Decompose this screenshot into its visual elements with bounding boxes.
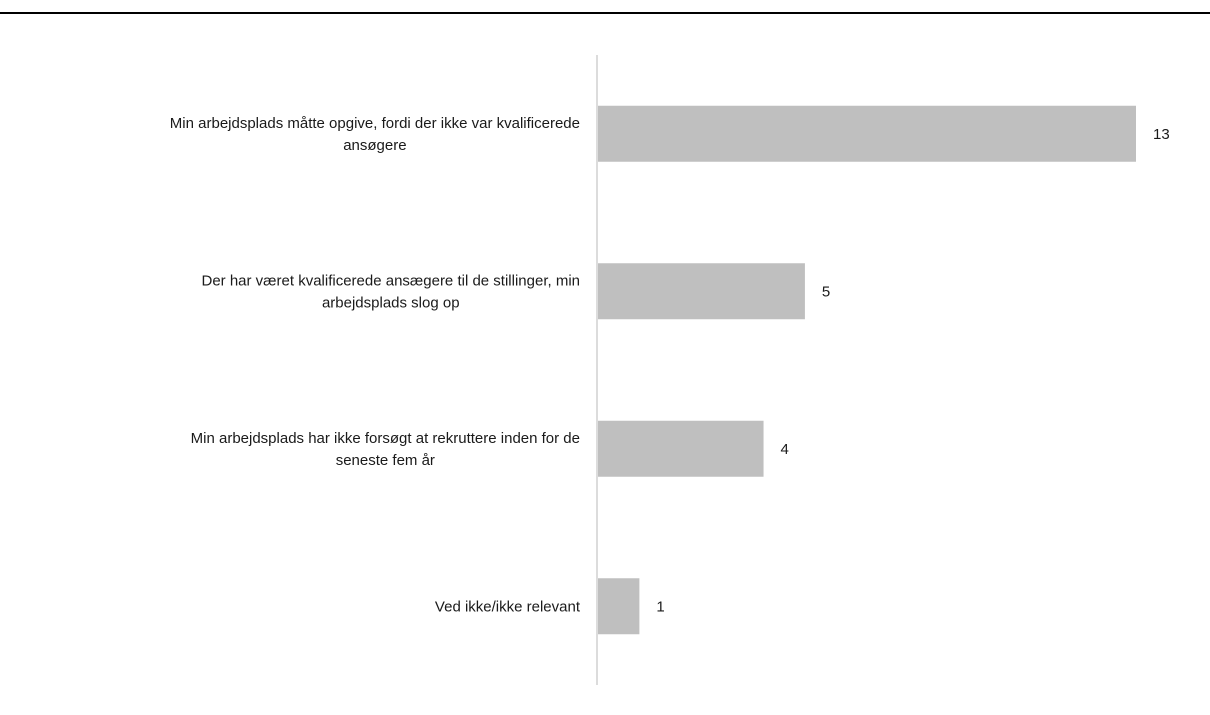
category-label-1-line-1: Min arbejdsplads måtte opgive, fordi der…	[170, 115, 580, 132]
value-label-2: 5	[822, 283, 830, 300]
category-label-2-line-2: arbejdsplads slog op	[322, 294, 460, 311]
category-label-1-line-2: ansøgere	[343, 137, 406, 154]
category-label-3-line-2: seneste fem år	[336, 452, 435, 469]
bars-layer	[598, 105, 1136, 635]
category-label-4: Ved ikke/ikke relevant	[435, 598, 581, 615]
top-rule	[0, 12, 1210, 14]
category-label-4-line-1: Ved ikke/ikke relevant	[435, 598, 581, 615]
bar-1	[598, 105, 1136, 162]
value-label-4: 1	[656, 598, 664, 615]
category-labels: Min arbejdsplads måtte opgive, fordi der…	[170, 115, 581, 616]
value-label-3: 4	[781, 441, 789, 458]
bar-3	[598, 420, 764, 477]
category-label-3-line-1: Min arbejdsplads har ikke forsøgt at rek…	[191, 430, 580, 447]
category-label-2: Der har været kvalificerede ansægere til…	[202, 272, 581, 311]
category-label-2-line-1: Der har været kvalificerede ansægere til…	[202, 272, 581, 289]
value-labels: 13 5 4 1	[656, 126, 1169, 616]
category-label-1: Min arbejdsplads måtte opgive, fordi der…	[170, 115, 580, 154]
category-label-3: Min arbejdsplads har ikke forsøgt at rek…	[191, 430, 580, 469]
bar-2	[598, 263, 805, 320]
value-label-1: 13	[1153, 126, 1170, 143]
bar-4	[598, 578, 640, 635]
